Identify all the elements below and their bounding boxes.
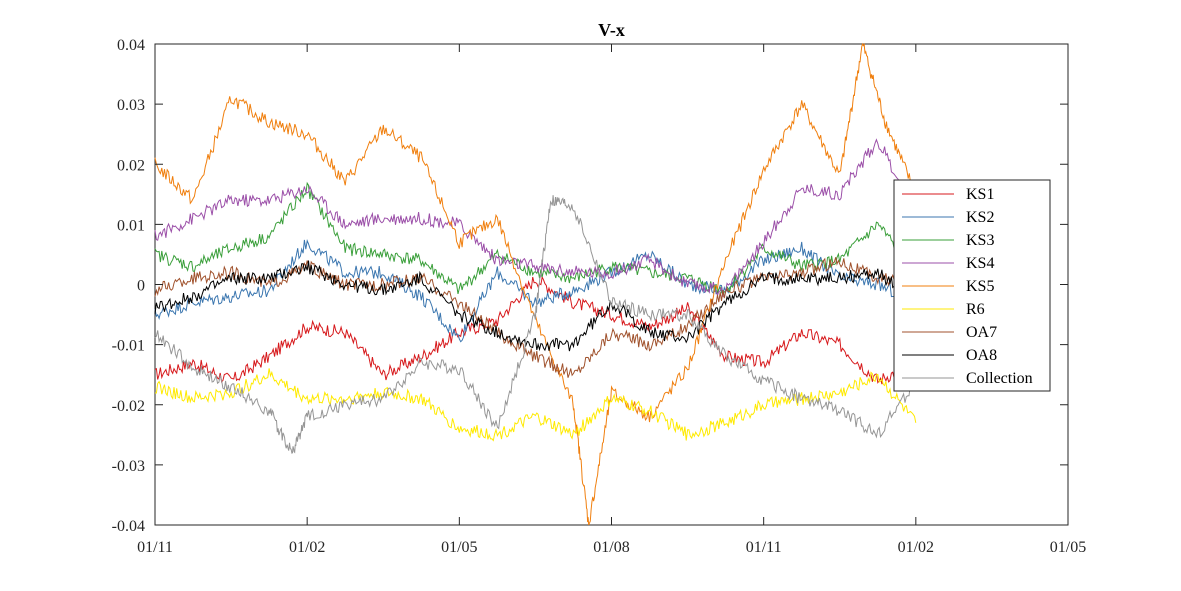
x-tick-label: 01/11 bbox=[137, 539, 173, 556]
series-line-oa7 bbox=[154, 257, 917, 378]
y-tick-label: 0.03 bbox=[117, 97, 145, 114]
x-tick-label: 01/02 bbox=[898, 539, 934, 556]
legend-label: KS5 bbox=[966, 278, 994, 295]
y-tick-label: -0.01 bbox=[112, 338, 145, 355]
series-line-oa8 bbox=[154, 260, 917, 352]
legend-label: Collection bbox=[966, 370, 1033, 387]
y-tick-label: 0.01 bbox=[117, 217, 145, 234]
y-tick-label: -0.02 bbox=[112, 398, 145, 415]
x-tick-label: 01/05 bbox=[1050, 539, 1086, 556]
legend-label: OA7 bbox=[966, 324, 997, 341]
chart-title: V-x bbox=[598, 20, 625, 40]
axis-group: 01/11 01/02 01/05 01/08 01/11 01/02 01/05 -0.04… bbox=[112, 37, 1087, 556]
series-line-ks4 bbox=[154, 138, 917, 298]
legend-label: KS2 bbox=[966, 209, 994, 226]
legend-label: KS4 bbox=[966, 255, 994, 272]
x-tick-label: 01/05 bbox=[441, 539, 477, 556]
y-tick-label: -0.04 bbox=[112, 518, 145, 535]
x-tick-label: 01/11 bbox=[746, 539, 782, 556]
legend: KS1 KS2 KS3 KS4 KS5 R6 OA7 OA8 Collection bbox=[893, 179, 1051, 392]
legend-label: OA8 bbox=[966, 347, 997, 364]
x-tick-label: 01/02 bbox=[289, 539, 325, 556]
y-tick-label: 0.02 bbox=[117, 157, 145, 174]
y-tick-label: 0.04 bbox=[117, 37, 145, 54]
series-line-r6 bbox=[155, 368, 917, 442]
series-line-ks1 bbox=[154, 275, 917, 385]
legend-label: KS3 bbox=[966, 232, 994, 249]
series-group bbox=[154, 42, 917, 526]
x-tick-label: 01/08 bbox=[593, 539, 629, 556]
series-line-collection bbox=[154, 195, 917, 454]
y-tick-label: 0 bbox=[137, 278, 145, 295]
series-line-ks5 bbox=[154, 42, 917, 526]
series-line-ks3 bbox=[154, 181, 917, 296]
y-tick-label: -0.03 bbox=[112, 458, 145, 475]
legend-label: KS1 bbox=[966, 186, 994, 203]
legend-label: R6 bbox=[966, 301, 985, 318]
